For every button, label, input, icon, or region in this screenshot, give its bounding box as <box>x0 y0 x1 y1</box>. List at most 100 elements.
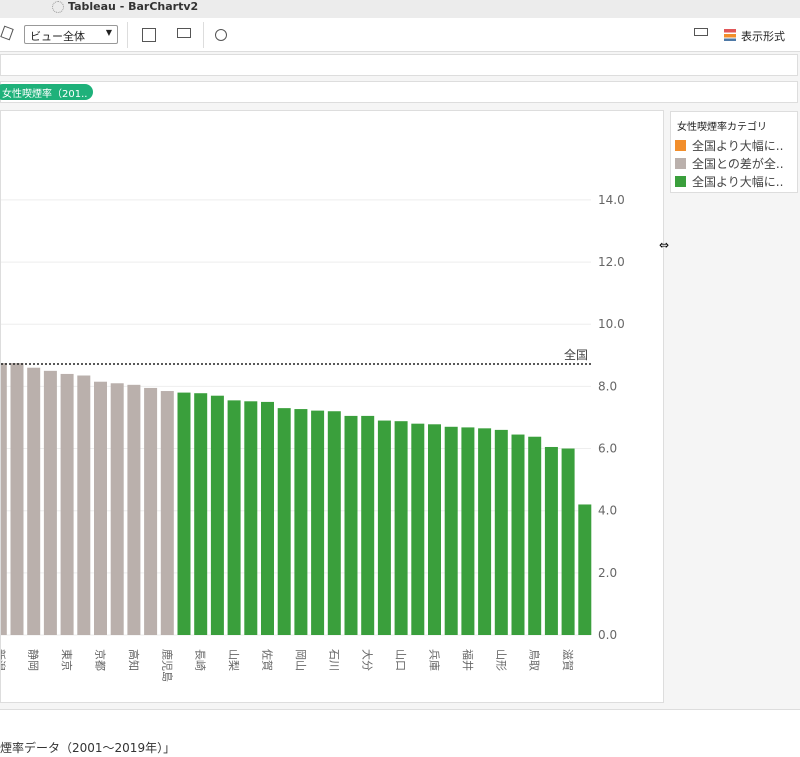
x-tick-label: 新潟 <box>1 649 7 671</box>
separator <box>203 22 204 48</box>
y-tick-label: 4.0 <box>598 504 617 518</box>
bar <box>110 383 124 635</box>
x-tick-label: 鳥取 <box>528 649 542 671</box>
bar <box>428 424 441 635</box>
legend-items: 全国より大幅に.. 全国との差が全.. 全国より大幅に.. <box>671 136 797 190</box>
x-tick-label: 長崎 <box>194 649 208 671</box>
y-tick-label: 8.0 <box>598 379 617 393</box>
legend-title: 女性喫煙率カテゴリ <box>677 122 767 133</box>
x-tick-label: 山形 <box>494 649 507 671</box>
view-dropdown[interactable]: ビュー全体 ▼ <box>24 25 118 44</box>
bar <box>394 421 408 635</box>
presentation-icon[interactable] <box>177 28 191 38</box>
bar <box>444 426 458 635</box>
legend-label: 全国との差が全.. <box>692 156 784 171</box>
separator <box>127 22 128 48</box>
bar <box>461 427 475 635</box>
y-tick-label: 10.0 <box>598 317 625 331</box>
toolbar: ビュー全体 ▼ 表示形式 <box>0 18 800 52</box>
bar <box>261 401 274 635</box>
bar <box>60 373 74 635</box>
legend-swatch <box>675 157 686 169</box>
legend-swatch <box>675 175 686 187</box>
format-icon[interactable] <box>694 28 708 36</box>
y-tick-label: 12.0 <box>598 255 625 269</box>
bar <box>10 363 24 635</box>
bar <box>144 387 158 635</box>
legend-item[interactable]: 全国より大幅に.. <box>671 136 797 154</box>
x-tick-label: 山口 <box>394 649 407 671</box>
filter-shelf: 女性喫煙率（201.. <box>0 81 798 103</box>
bar <box>494 429 508 635</box>
bar <box>77 375 91 635</box>
share-icon[interactable] <box>215 29 227 41</box>
legend-label: 全国より大幅に.. <box>692 174 784 189</box>
bar <box>244 401 258 635</box>
x-tick-label: 滋賀 <box>561 649 574 671</box>
legend: 女性喫煙率カテゴリ 全国より大幅に.. 全国との差が全.. 全国より大幅に.. <box>670 111 798 193</box>
pin-icon[interactable] <box>0 25 14 41</box>
bar <box>210 395 224 635</box>
x-tick-label: 大分 <box>361 649 375 671</box>
legend-label: 全国より大幅に.. <box>692 138 784 153</box>
bar <box>478 428 492 635</box>
x-tick-label: 山梨 <box>227 649 241 671</box>
bar <box>277 408 291 635</box>
x-tick-label: 静岡 <box>27 649 41 671</box>
bar <box>511 434 525 635</box>
bar <box>411 423 425 635</box>
show-me-icon[interactable] <box>142 28 156 42</box>
x-tick-label: 兵庫 <box>428 649 442 671</box>
bar <box>544 446 558 635</box>
bar <box>1 363 7 635</box>
x-tick-label: 佐賀 <box>261 649 275 671</box>
window-title: Tableau - BarChartv2 <box>68 0 199 13</box>
x-tick-label: 高知 <box>127 649 141 671</box>
legend-swatch <box>675 139 686 151</box>
bar <box>344 415 358 635</box>
bar <box>361 415 375 635</box>
x-tick-label: 岡山 <box>294 649 307 671</box>
bar <box>94 381 107 635</box>
bar <box>177 392 191 635</box>
resize-cursor: ⇔ <box>659 238 670 252</box>
title-bar: Tableau - BarChartv2 <box>0 0 800 18</box>
tableau-icon <box>52 1 64 13</box>
x-tick-label: 京都 <box>94 649 108 671</box>
bar <box>127 384 141 635</box>
empty-shelf <box>0 54 798 76</box>
legend-item[interactable]: 全国より大幅に.. <box>671 172 797 190</box>
y-tick-label: 14.0 <box>598 193 625 207</box>
legend-item[interactable]: 全国との差が全.. <box>671 154 797 172</box>
reference-line-label: 全国 <box>564 347 588 362</box>
format-button[interactable]: 表示形式 <box>741 30 785 43</box>
y-tick-label: 0.0 <box>598 628 617 642</box>
y-tick-label: 2.0 <box>598 566 617 580</box>
caption-panel: 煙率データ（2001〜2019年）」 <box>0 709 800 757</box>
x-tick-label: 東京 <box>60 649 74 671</box>
bar <box>578 504 592 635</box>
x-tick-label: 石川 <box>327 649 340 671</box>
chart: 0.0 2.0 4.0 6.0 8.0 10.0 12.0 14.0 新潟 静岡 東京 京都 高知 鹿児島… <box>1 193 625 682</box>
bar <box>561 448 575 635</box>
view-dropdown-text: ビュー全体 <box>30 30 85 43</box>
bar <box>327 411 341 635</box>
bar <box>160 391 174 635</box>
bar <box>227 400 241 635</box>
show-labels-icon[interactable] <box>724 29 736 41</box>
chart-panel: 0.0 2.0 4.0 6.0 8.0 10.0 12.0 14.0 新潟 静岡 東京 京都 高知 鹿児島… <box>0 110 664 703</box>
x-tick-label: 福井 <box>461 649 475 671</box>
y-tick-label: 6.0 <box>598 442 617 456</box>
bar <box>194 393 208 635</box>
x-tick-label: 鹿児島 <box>160 649 174 682</box>
filter-pill[interactable]: 女性喫煙率（201.. <box>0 84 93 100</box>
bar <box>294 409 308 635</box>
dropdown-arrow: ▼ <box>105 28 112 37</box>
bar <box>43 370 57 635</box>
bar <box>528 436 542 635</box>
bar <box>311 410 325 635</box>
caption: 煙率データ（2001〜2019年）」 <box>0 741 176 755</box>
bar <box>27 367 41 635</box>
bar <box>377 420 391 635</box>
